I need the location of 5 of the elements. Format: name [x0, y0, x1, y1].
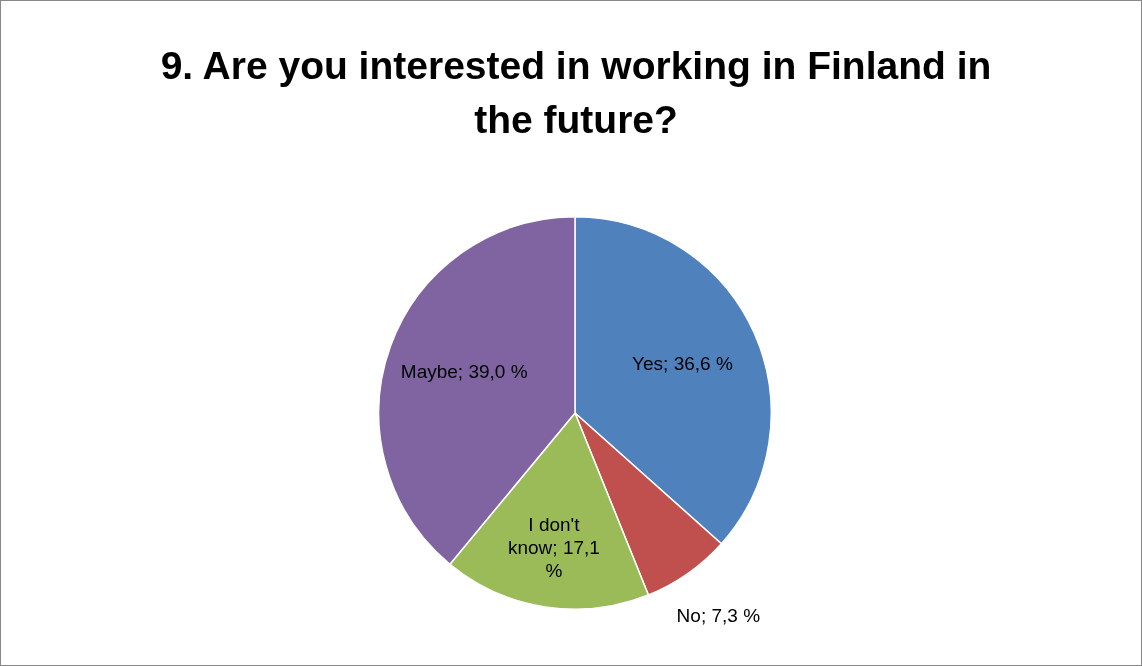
slice-label: I don't know; 17,1 %: [507, 513, 600, 581]
slice-label: No; 7,3 %: [676, 605, 761, 627]
slice-label: Maybe; 39,0 %: [400, 361, 528, 383]
slice-label: Yes; 36,6 %: [632, 353, 733, 375]
chart-title: 9. Are you interested in working in Finland in the future?: [159, 43, 993, 143]
